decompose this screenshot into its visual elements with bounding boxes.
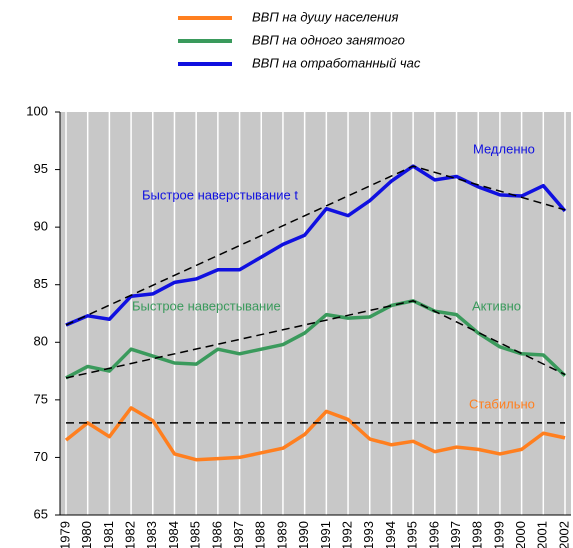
annotation: Быстрое наверстывание — [132, 298, 281, 313]
legend-label: ВВП на душу населения — [252, 9, 398, 24]
y-tick-label: 80 — [34, 334, 48, 349]
x-tick-label: 1982 — [123, 521, 138, 548]
annotation: Быстрое наверстывание t — [142, 187, 298, 202]
y-tick-label: 65 — [34, 506, 48, 521]
y-tick-label: 75 — [34, 391, 48, 406]
data-line — [65, 299, 567, 380]
x-tick-label: 2000 — [513, 521, 528, 548]
x-tick-label: 1997 — [448, 521, 463, 548]
y-tick-label: 85 — [34, 276, 48, 291]
x-tick-label: 1992 — [339, 521, 354, 548]
x-tick-label: 1984 — [166, 521, 181, 548]
annotation: Медленно — [473, 141, 535, 156]
x-tick-label: 1979 — [57, 521, 72, 548]
x-tick-label: 1993 — [361, 521, 376, 548]
annotation: Стабильно — [469, 396, 535, 411]
trend-line — [65, 165, 566, 326]
y-tick-label: 95 — [34, 161, 48, 176]
x-tick-label: 1991 — [318, 521, 333, 548]
x-tick-label: 1990 — [296, 521, 311, 548]
x-tick-label: 1999 — [491, 521, 506, 548]
x-tick-label: 1981 — [101, 521, 116, 548]
x-tick-label: 1987 — [231, 521, 246, 548]
x-tick-label: 1980 — [79, 521, 94, 548]
x-tick-label: 1994 — [383, 521, 398, 548]
data-line — [65, 164, 567, 327]
x-tick-label: 1996 — [426, 521, 441, 548]
x-tick-label: 1985 — [188, 521, 203, 548]
trend-line — [65, 300, 566, 379]
x-tick-label: 2002 — [556, 521, 571, 548]
legend-label: ВВП на одного занятого — [252, 32, 405, 47]
x-tick-label: 1998 — [470, 521, 485, 548]
x-tick-label: 1986 — [209, 521, 224, 548]
y-tick-label: 100 — [26, 103, 48, 118]
legend-label: ВВП на отработанный час — [252, 55, 421, 70]
x-tick-label: 1995 — [405, 521, 420, 548]
x-tick-label: 1989 — [274, 521, 289, 548]
plot-area — [60, 112, 571, 515]
y-tick-label: 70 — [34, 449, 48, 464]
x-tick-label: 1983 — [144, 521, 159, 548]
x-tick-label: 1988 — [253, 521, 268, 548]
y-tick-label: 90 — [34, 219, 48, 234]
x-tick-label: 2001 — [535, 521, 550, 548]
annotation: Активно — [472, 298, 521, 313]
